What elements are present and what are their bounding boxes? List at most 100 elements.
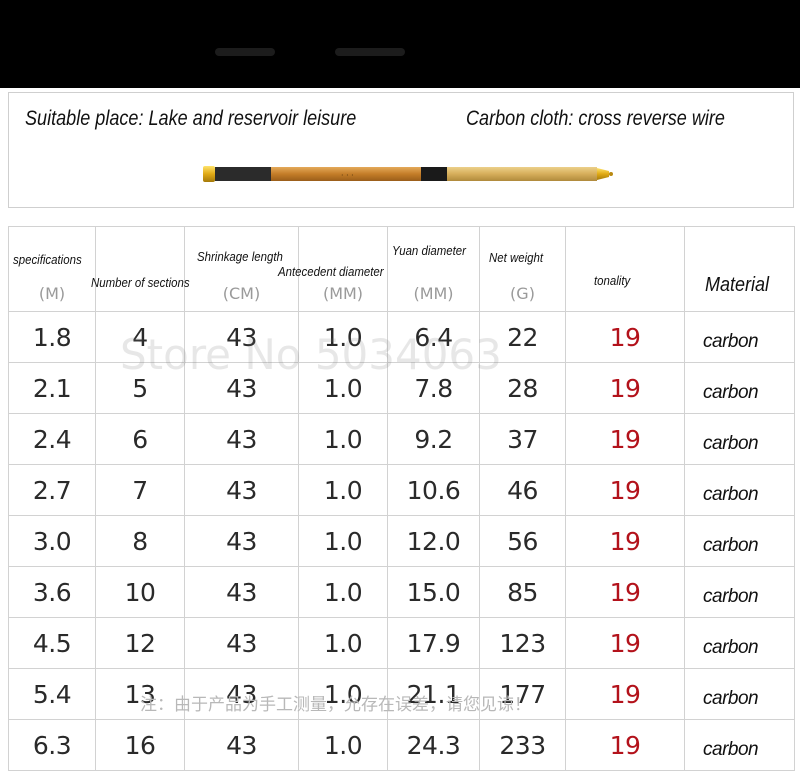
table-row: 2.4 6 43 1.0 9.2 37 19 carbon bbox=[8, 413, 795, 465]
product-header: Suitable place: Lake and reservoir leisu… bbox=[8, 92, 794, 208]
table-cell: carbon bbox=[684, 413, 795, 465]
top-banner bbox=[0, 0, 800, 88]
table-cell: 10.6 bbox=[387, 464, 480, 516]
table-cell: 43 bbox=[184, 617, 299, 669]
table-cell: 9.2 bbox=[387, 413, 480, 465]
table-cell: 19 bbox=[565, 668, 685, 720]
table-cell: 123 bbox=[479, 617, 566, 669]
footnote: 注：由于产品为手工测量，允存在误差，请您见谅！ bbox=[140, 695, 531, 715]
table-cell: carbon bbox=[684, 515, 795, 567]
table-cell: 22 bbox=[479, 311, 566, 363]
table-cell: 43 bbox=[184, 413, 299, 465]
header-label: Yuan diameter bbox=[392, 243, 466, 258]
table-cell: 3.0 bbox=[8, 515, 96, 567]
table-row: 2.7 7 43 1.0 10.6 46 19 carbon bbox=[8, 464, 795, 516]
header-unit: (MM) bbox=[322, 284, 364, 303]
table-cell: 28 bbox=[479, 362, 566, 414]
fishing-rod-image: · · · bbox=[203, 166, 613, 182]
table-row: 3.0 8 43 1.0 12.0 56 19 carbon bbox=[8, 515, 795, 567]
svg-text:· · ·: · · · bbox=[341, 171, 354, 180]
table-row: 2.1 5 43 1.0 7.8 28 19 carbon bbox=[8, 362, 795, 414]
header-antecedent-diameter: Antecedent diameter (MM) bbox=[278, 226, 388, 312]
table-cell: 19 bbox=[565, 464, 685, 516]
table-cell: 1.0 bbox=[298, 362, 388, 414]
table-cell: 1.0 bbox=[298, 617, 388, 669]
table-cell: 85 bbox=[479, 566, 566, 618]
table-cell: 19 bbox=[565, 362, 685, 414]
table-cell: 10 bbox=[95, 566, 185, 618]
table-cell: 43 bbox=[184, 464, 299, 516]
header-shrinkage-length: Shrinkage length (CM) bbox=[184, 226, 299, 312]
table-row: 4.5 12 43 1.0 17.9 123 19 carbon bbox=[8, 617, 795, 669]
banner-smudge bbox=[335, 48, 405, 56]
table-cell: 1.0 bbox=[298, 515, 388, 567]
header-tonality: tonality bbox=[565, 226, 685, 312]
table-cell: 5.4 bbox=[8, 668, 96, 720]
table-cell: 16 bbox=[95, 719, 185, 771]
table-cell: 4.5 bbox=[8, 617, 96, 669]
table-cell: 19 bbox=[565, 617, 685, 669]
header-unit: (M) bbox=[38, 284, 66, 303]
table-cell: 17.9 bbox=[387, 617, 480, 669]
table-cell: 233 bbox=[479, 719, 566, 771]
header-label: specifications bbox=[13, 252, 82, 267]
table-cell: carbon bbox=[684, 311, 795, 363]
suitable-place-text: Suitable place: Lake and reservoir leisu… bbox=[25, 107, 357, 130]
specification-table: specifications (M) Number of sections Sh… bbox=[8, 226, 795, 771]
table-row: 6.3 16 43 1.0 24.3 233 19 carbon bbox=[8, 719, 795, 771]
header-unit: (MM) bbox=[413, 284, 454, 303]
header-label: Number of sections bbox=[91, 275, 190, 290]
header-label: Material bbox=[705, 274, 770, 296]
table-cell: 43 bbox=[184, 515, 299, 567]
table-cell: 24.3 bbox=[387, 719, 480, 771]
table-cell: 19 bbox=[565, 566, 685, 618]
table-cell: 43 bbox=[184, 311, 299, 363]
table-cell: 1.0 bbox=[298, 566, 388, 618]
table-row: 1.8 4 43 1.0 6.4 22 19 carbon bbox=[8, 311, 795, 363]
table-cell: 43 bbox=[184, 719, 299, 771]
table-cell: 6.4 bbox=[387, 311, 480, 363]
carbon-cloth-text: Carbon cloth: cross reverse wire bbox=[466, 107, 725, 130]
header-label: Antecedent diameter bbox=[278, 264, 384, 279]
table-cell: 1.8 bbox=[8, 311, 96, 363]
table-cell: 12 bbox=[95, 617, 185, 669]
header-unit: (CM) bbox=[222, 284, 261, 303]
header-label: Shrinkage length bbox=[197, 249, 283, 264]
table-cell: 37 bbox=[479, 413, 566, 465]
table-cell: 2.7 bbox=[8, 464, 96, 516]
header-sections: Number of sections bbox=[91, 226, 190, 312]
table-cell: 6.3 bbox=[8, 719, 96, 771]
table-header-row: specifications (M) Number of sections Sh… bbox=[8, 226, 795, 312]
table-cell: 15.0 bbox=[387, 566, 480, 618]
table-cell: 1.0 bbox=[298, 719, 388, 771]
header-specifications: specifications (M) bbox=[8, 226, 96, 312]
header-net-weight: Net weight (G) bbox=[479, 226, 566, 312]
table-cell: 46 bbox=[479, 464, 566, 516]
table-cell: 5 bbox=[95, 362, 185, 414]
table-cell: 56 bbox=[479, 515, 566, 567]
table-cell: 6 bbox=[95, 413, 185, 465]
table-cell: 7 bbox=[95, 464, 185, 516]
table-cell: 19 bbox=[565, 311, 685, 363]
table-cell: carbon bbox=[684, 362, 795, 414]
table-cell: 8 bbox=[95, 515, 185, 567]
table-cell: carbon bbox=[684, 464, 795, 516]
header-unit: (G) bbox=[510, 284, 535, 303]
table-cell: 19 bbox=[565, 515, 685, 567]
table-row: 3.6 10 43 1.0 15.0 85 19 carbon bbox=[8, 566, 795, 618]
table-cell: 43 bbox=[184, 566, 299, 618]
table-cell: 19 bbox=[565, 719, 685, 771]
table-cell: 7.8 bbox=[387, 362, 480, 414]
banner-smudge bbox=[215, 48, 275, 56]
table-cell: 2.1 bbox=[8, 362, 96, 414]
header-material: Material bbox=[684, 226, 795, 312]
table-cell: 1.0 bbox=[298, 464, 388, 516]
table-cell: 1.0 bbox=[298, 413, 388, 465]
header-label: tonality bbox=[594, 273, 631, 288]
table-cell: 1.0 bbox=[298, 311, 388, 363]
header-label: Net weight bbox=[489, 250, 544, 265]
table-cell: carbon bbox=[684, 617, 795, 669]
header-yuan-diameter: Yuan diameter (MM) bbox=[387, 226, 480, 312]
table-cell: carbon bbox=[684, 566, 795, 618]
table-body: 1.8 4 43 1.0 6.4 22 19 carbon 2.1 5 43 1.0 7.8 28 19 ca… bbox=[8, 311, 795, 771]
